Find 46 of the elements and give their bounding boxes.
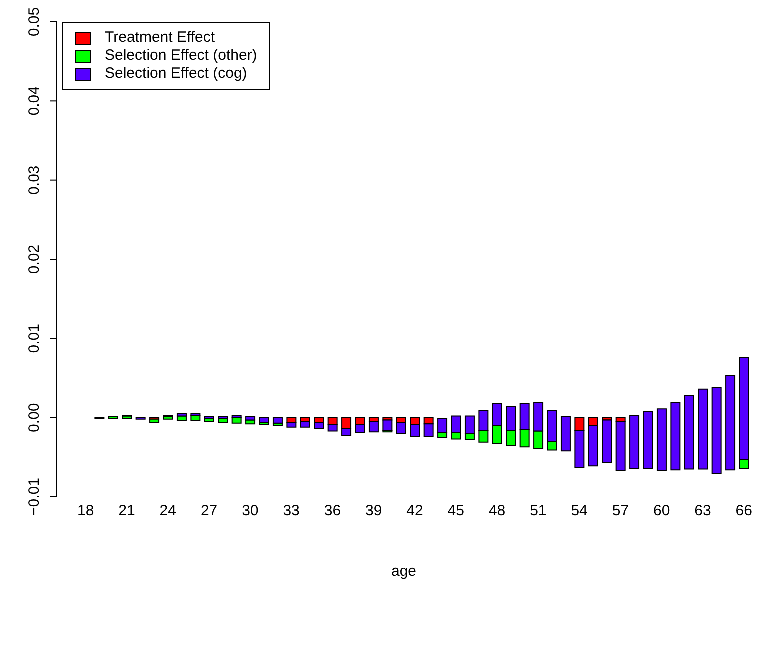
bar xyxy=(259,417,270,424)
x-tick-label: 30 xyxy=(242,502,259,520)
bar xyxy=(698,388,708,470)
legend-label: Selection Effect (other) xyxy=(105,47,258,65)
x-tick-label: 33 xyxy=(283,502,300,520)
bar xyxy=(382,420,393,431)
y-tick-label: 0.05 xyxy=(26,7,43,37)
bar xyxy=(712,387,722,475)
x-axis-title: age xyxy=(391,563,417,580)
bar xyxy=(246,416,256,421)
bar xyxy=(368,421,379,433)
bar xyxy=(643,411,654,469)
y-tick-label: 0.00 xyxy=(26,403,43,432)
legend-label: Selection Effect (cog) xyxy=(105,65,248,83)
x-tick-label: 66 xyxy=(736,502,752,520)
y-tick-label: 0.04 xyxy=(26,86,43,116)
bar xyxy=(602,420,612,464)
bar xyxy=(684,395,694,470)
bar xyxy=(670,402,681,471)
bar xyxy=(560,416,571,452)
x-tick-label: 27 xyxy=(200,502,218,520)
bar xyxy=(726,375,736,471)
x-tick-label: 48 xyxy=(488,502,506,520)
x-tick-label: 54 xyxy=(571,502,588,520)
bar xyxy=(616,421,626,472)
x-tick-label: 51 xyxy=(530,502,547,520)
y-tick-label: 0.02 xyxy=(26,244,43,274)
x-tick-label: 57 xyxy=(612,502,630,520)
bar xyxy=(630,414,640,469)
x-tick-label: 24 xyxy=(160,502,176,520)
x-tick-label: 36 xyxy=(324,502,342,520)
x-tick-label: 60 xyxy=(654,502,670,520)
x-tick-label: 45 xyxy=(448,502,464,520)
x-tick-label: 39 xyxy=(366,502,382,520)
x-tick-label: 18 xyxy=(78,502,94,520)
y-tick-label: 0.03 xyxy=(26,166,43,195)
bar xyxy=(272,417,283,424)
y-tick-label: 0.01 xyxy=(26,324,43,354)
y-tick-label: −0.01 xyxy=(26,478,43,516)
x-tick-label: 42 xyxy=(406,502,424,520)
x-tick-label: 21 xyxy=(118,502,136,520)
x-tick-label: 63 xyxy=(694,502,712,520)
bar xyxy=(656,408,667,472)
legend-label: Treatment Effect xyxy=(105,29,216,47)
bar xyxy=(300,421,310,428)
bar xyxy=(150,418,160,424)
